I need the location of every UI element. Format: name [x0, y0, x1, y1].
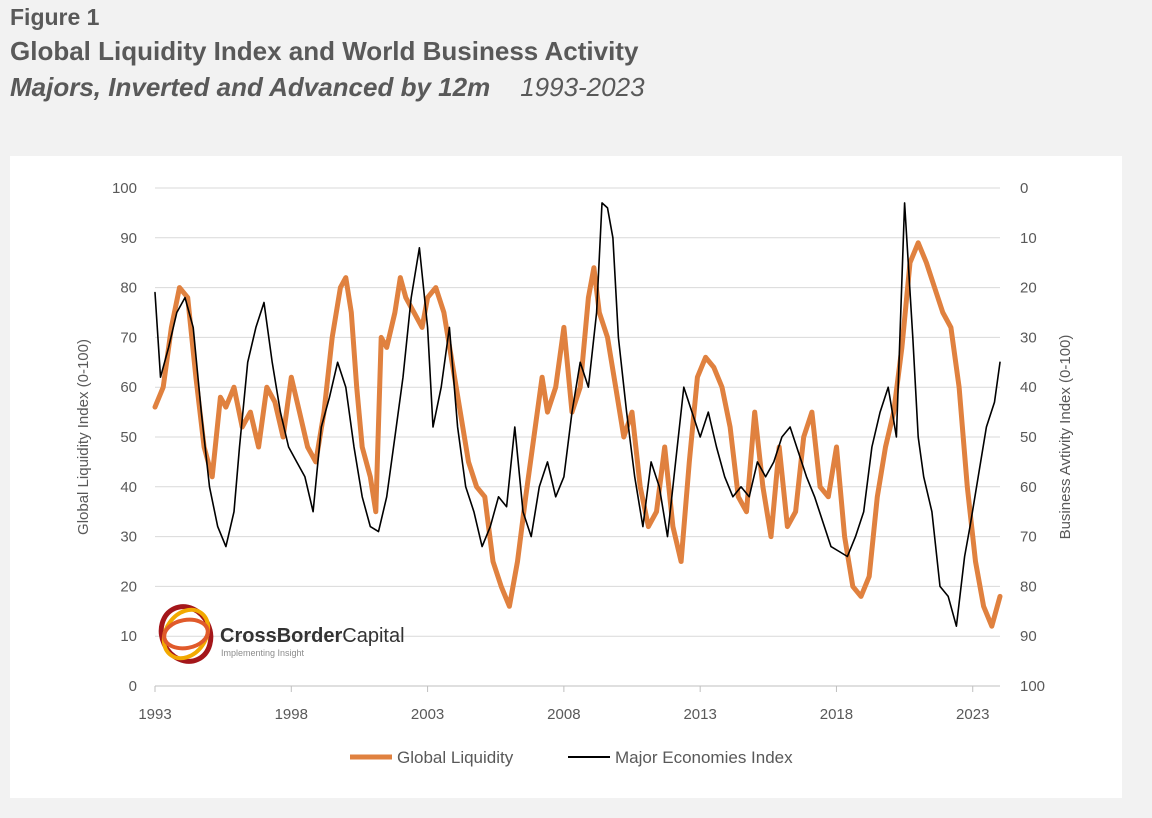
y-right-tick-label: 30 [1020, 329, 1037, 346]
y-left-tick-label: 90 [120, 230, 137, 247]
y-right-tick-label: 80 [1020, 578, 1037, 595]
figure-title: Global Liquidity Index and World Busines… [10, 36, 639, 66]
y-left-tick-label: 70 [120, 329, 137, 346]
y-right-tick-label: 0 [1020, 180, 1028, 197]
y-left-tick-label: 0 [129, 678, 137, 695]
legend-label-major-economies: Major Economies Index [615, 748, 793, 767]
x-tick-label: 1998 [275, 706, 308, 723]
logo-name-bold: CrossBorder [220, 625, 342, 647]
figure-label: Figure 1 [10, 4, 100, 30]
y-left-tick-label: 20 [120, 578, 137, 595]
y-left-tick-label: 80 [120, 280, 137, 297]
logo-name-regular: Capital [342, 625, 404, 647]
x-tick-label: 2023 [956, 706, 989, 723]
logo-tagline: Implementing Insight [221, 648, 305, 658]
y-left-tick-label: 30 [120, 529, 137, 546]
series-line-global-liquidity [152, 240, 1003, 629]
y-axis-right-label: Business Avtivity Index (0-100) [1057, 335, 1074, 540]
series-line-major-economies [154, 202, 1001, 628]
x-tick-label: 2008 [547, 706, 580, 723]
legend-label-global-liquidity: Global Liquidity [397, 748, 514, 767]
left-y-axis-ticks: 0 10 20 30 40 50 60 70 80 90 100 [112, 180, 137, 695]
y-right-tick-label: 50 [1020, 429, 1037, 446]
y-right-tick-label: 70 [1020, 529, 1037, 546]
y-right-tick-label: 60 [1020, 479, 1037, 496]
y-right-tick-label: 100 [1020, 678, 1045, 695]
gridlines [155, 187, 1000, 637]
x-axis-ticks: 1993 1998 2003 2008 2013 2018 2023 [138, 686, 989, 723]
figure-subtitle: Majors, Inverted and Advanced by 12m 1993… [10, 72, 645, 103]
legend: Global Liquidity Major Economies Index [350, 748, 793, 767]
y-axis-left-label: Global Liquidity Index (0-100) [75, 339, 92, 535]
y-right-tick-label: 90 [1020, 628, 1037, 645]
y-left-tick-label: 10 [120, 628, 137, 645]
series-lines [152, 202, 1003, 629]
y-left-tick-label: 40 [120, 479, 137, 496]
x-tick-label: 1993 [138, 706, 171, 723]
y-right-tick-label: 20 [1020, 280, 1037, 297]
y-right-tick-label: 10 [1020, 230, 1037, 247]
y-right-tick-label: 40 [1020, 379, 1037, 396]
y-left-tick-label: 100 [112, 180, 137, 197]
subtitle-text: Majors, Inverted and Advanced by 12m [10, 72, 491, 102]
chart-panel: 0 10 20 30 40 50 60 70 80 90 100 100 90 80 70 60 50 40 30… [10, 156, 1122, 798]
x-tick-label: 2018 [820, 706, 853, 723]
logo: CrossBorderCapital Implementing Insight [158, 604, 405, 664]
x-tick-label: 2013 [683, 706, 716, 723]
crossborder-logo-icon [158, 604, 214, 664]
y-left-tick-label: 60 [120, 379, 137, 396]
subtitle-date-range: 1993-2023 [520, 72, 645, 102]
x-tick-label: 2003 [411, 706, 444, 723]
logo-wordmark: CrossBorderCapital [220, 625, 405, 647]
y-left-tick-label: 50 [120, 429, 137, 446]
